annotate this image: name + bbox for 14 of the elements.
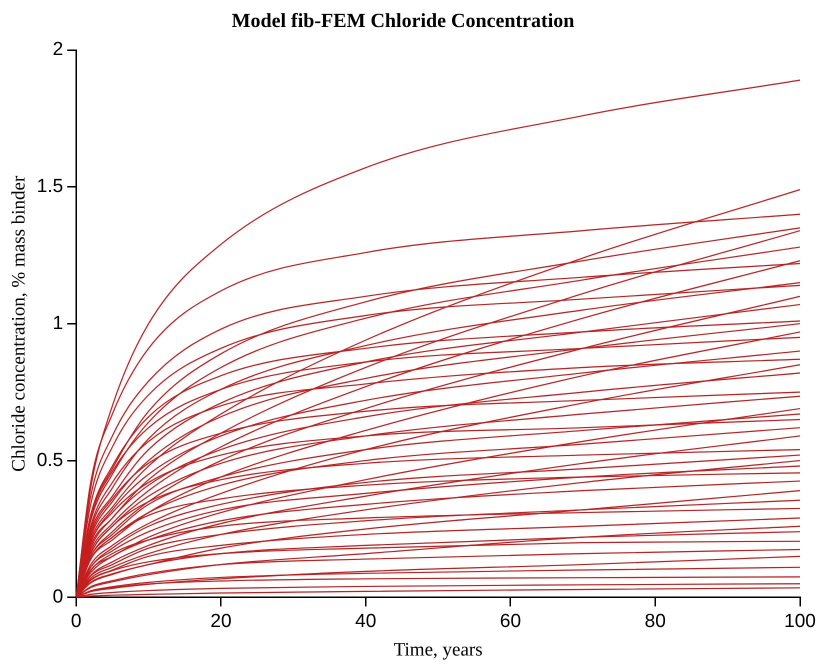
y-tick-label: 0: [52, 586, 64, 608]
y-tick-label: 1.5: [36, 176, 64, 198]
x-tick-label: 20: [210, 611, 232, 632]
y-tick-label: 2: [52, 39, 64, 60]
y-axis-title: Chloride concentration, % mass binder: [8, 175, 30, 472]
chart-title: Model fib-FEM Chloride Concentration: [232, 10, 574, 32]
x-tick-label: 60: [500, 611, 522, 632]
y-tick-label: 0.5: [36, 450, 64, 471]
x-tick-label: 40: [355, 611, 376, 632]
x-axis-title: Time, years: [394, 640, 483, 661]
y-tick-label: 1: [52, 312, 64, 334]
x-tick-label: 80: [644, 611, 666, 632]
x-tick-label: 0: [70, 611, 82, 632]
x-tick-label: 100: [784, 611, 816, 632]
